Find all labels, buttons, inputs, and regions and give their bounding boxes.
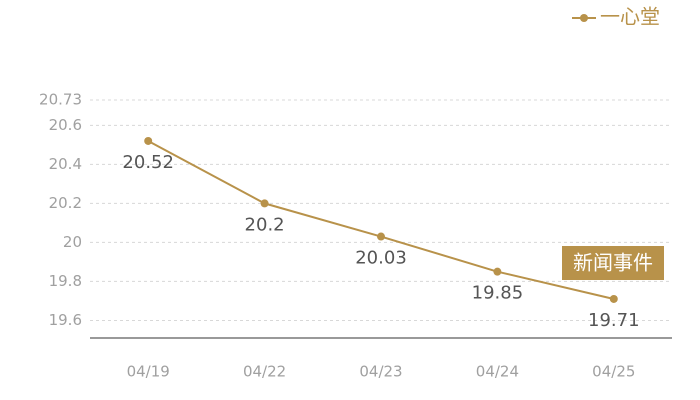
y-tick-label: 20.6 [49, 116, 82, 134]
annotation-box[interactable] [562, 246, 664, 280]
value-label: 20.2 [245, 214, 285, 235]
legend-label: 一心堂 [600, 5, 660, 29]
annotation[interactable]: 新闻事件 [573, 251, 653, 275]
value-label: 19.85 [472, 283, 524, 304]
point [377, 232, 385, 241]
x-tick-label: 04/19 [127, 363, 170, 381]
point [493, 267, 502, 276]
x-tick-label: 04/23 [359, 363, 402, 381]
y-tick-label: 20.4 [49, 155, 82, 173]
point [609, 294, 618, 303]
point [260, 199, 269, 208]
value-label: 20.52 [122, 152, 174, 173]
x-tick-label: 04/22 [243, 363, 286, 381]
value-label: 19.71 [588, 310, 640, 331]
x-tick-label: 04/25 [592, 363, 635, 381]
y-tick-label: 19.8 [49, 272, 82, 290]
y-tick-label: 20.73 [39, 91, 82, 109]
legend[interactable]: 一心堂 [572, 5, 660, 29]
value-label: 20.03 [355, 248, 407, 269]
legend-marker [580, 14, 588, 22]
y-tick-label: 20 [63, 233, 82, 251]
x-tick-label: 04/24 [476, 363, 519, 381]
y-tick-label: 20.2 [49, 194, 82, 212]
point [144, 136, 153, 145]
y-tick-label: 19.6 [49, 311, 82, 329]
